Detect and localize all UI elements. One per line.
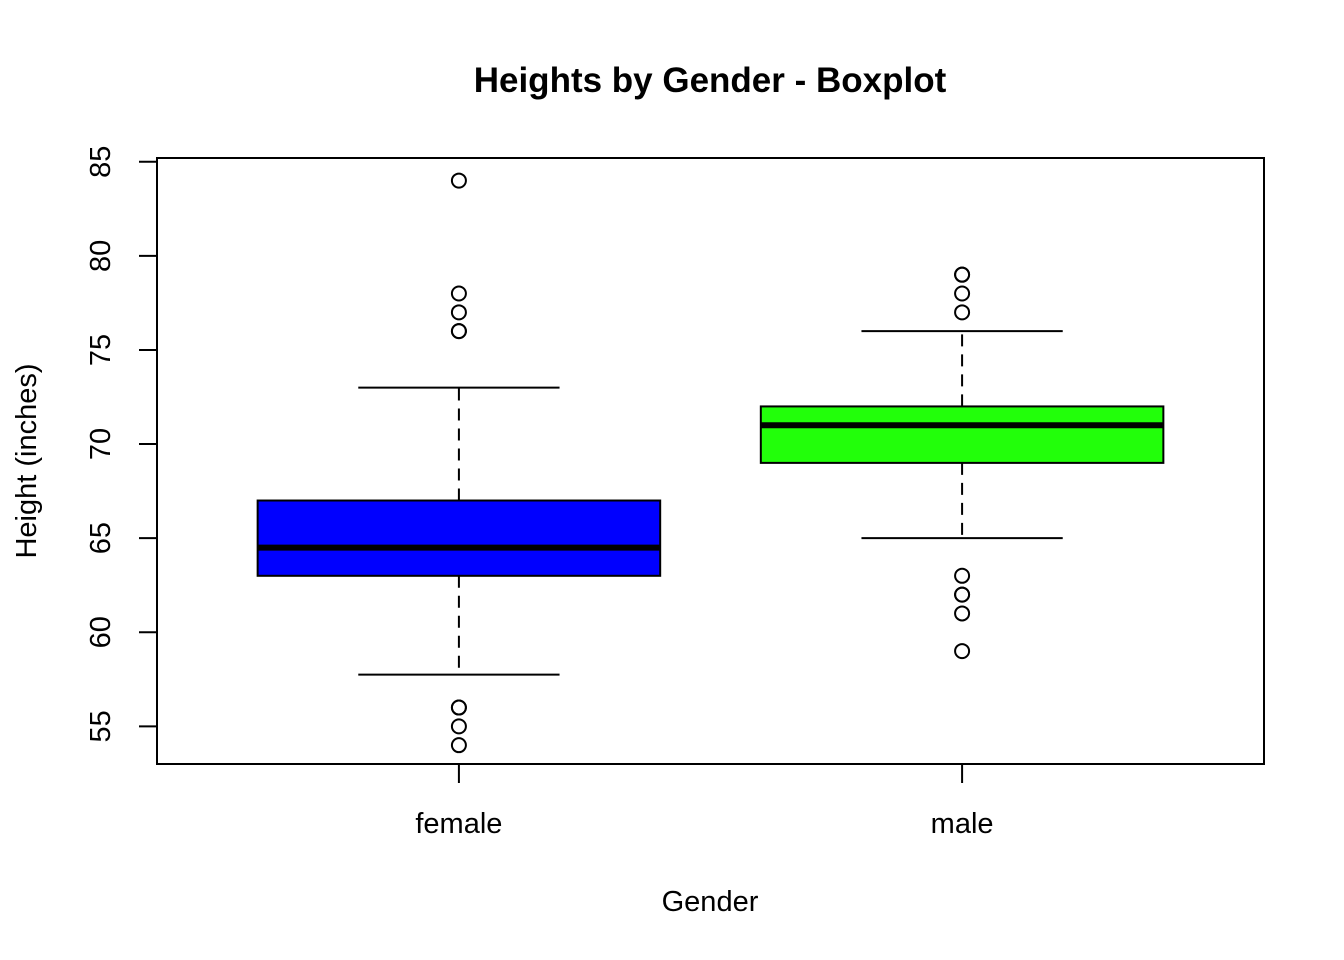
outlier-point — [450, 172, 467, 189]
x-axis: female male — [415, 764, 994, 840]
outlier-point — [450, 699, 467, 716]
y-tick-label: 60 — [85, 616, 117, 648]
x-tick-label-male: male — [931, 808, 994, 840]
outlier-point — [450, 304, 467, 321]
outlier-point — [954, 643, 971, 660]
y-tick-label: 55 — [85, 710, 117, 742]
y-tick-label: 65 — [85, 522, 117, 554]
outlier-point — [450, 718, 467, 735]
y-axis: 55 60 65 70 75 80 85 — [85, 146, 158, 742]
x-axis-label: Gender — [662, 886, 759, 918]
y-axis-label: Height (inches) — [11, 363, 43, 558]
boxes — [256, 172, 1165, 754]
outlier-point — [954, 285, 971, 302]
outlier-point — [954, 586, 971, 603]
outlier-point — [954, 304, 971, 321]
outlier-point — [954, 605, 971, 622]
y-tick-label: 70 — [85, 428, 117, 460]
outlier-point — [954, 266, 971, 283]
box-female — [256, 172, 662, 754]
outlier-point — [450, 737, 467, 754]
iqr-box-male — [759, 405, 1165, 464]
box-male — [759, 266, 1165, 660]
outlier-point — [954, 567, 971, 584]
y-tick-label: 85 — [85, 146, 117, 178]
chart-title: Heights by Gender - Boxplot — [474, 61, 947, 100]
y-tick-label: 75 — [85, 334, 117, 366]
y-tick-label: 80 — [85, 240, 117, 272]
iqr-box-female — [256, 499, 662, 577]
outlier-point — [450, 323, 467, 340]
x-tick-label-female: female — [415, 808, 502, 840]
outlier-point — [450, 285, 467, 302]
